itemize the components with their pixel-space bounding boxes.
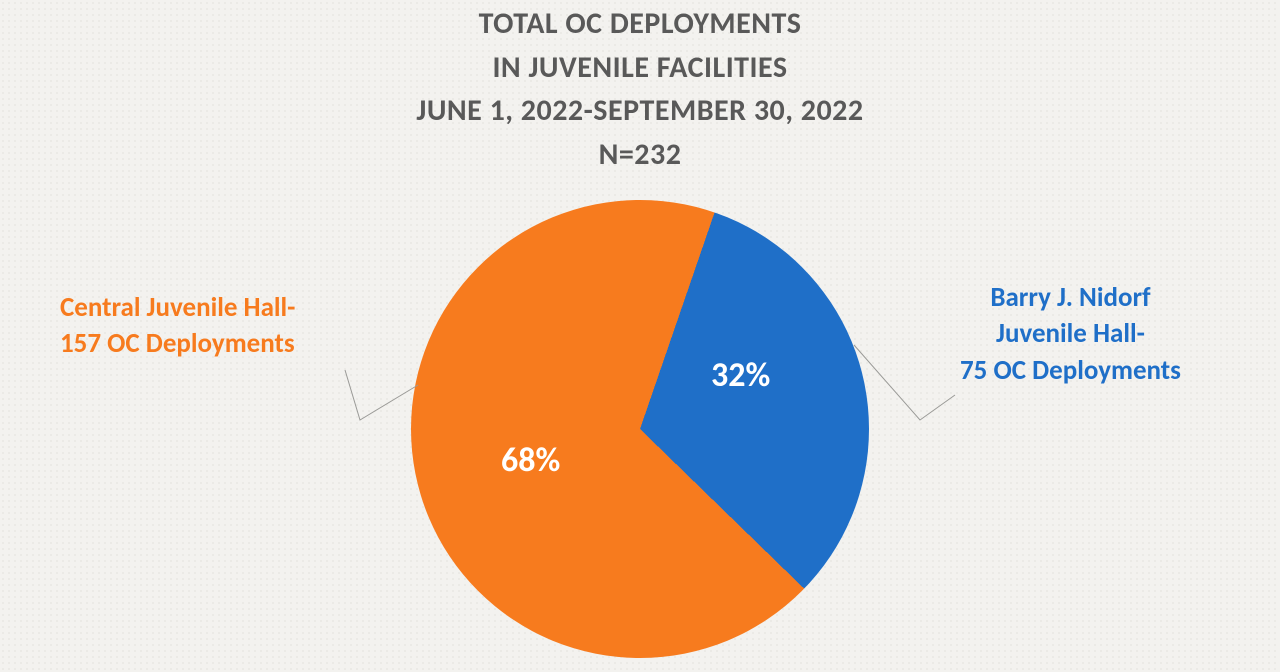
- callout-central-juvenile-hall: Central Juvenile Hall- 157 OC Deployment…: [60, 290, 295, 363]
- callout-line: Juvenile Hall-: [960, 316, 1181, 352]
- title-line-4: N=232: [0, 133, 1280, 177]
- chart-title: TOTAL OC DEPLOYMENTS IN JUVENILE FACILIT…: [0, 0, 1280, 176]
- pie-chart: 32% 68%: [411, 200, 869, 658]
- callout-barry-nidorf: Barry J. Nidorf Juvenile Hall- 75 OC Dep…: [960, 280, 1181, 389]
- callout-line: Central Juvenile Hall-: [60, 290, 295, 326]
- title-line-3: JUNE 1, 2022-SEPTEMBER 30, 2022: [0, 89, 1280, 133]
- pie-circle: [411, 200, 869, 658]
- pie-chart-area: 32% 68% Central Juvenile Hall- 157 OC De…: [0, 200, 1280, 670]
- title-line-2: IN JUVENILE FACILITIES: [0, 46, 1280, 90]
- callout-line: 157 OC Deployments: [60, 326, 295, 362]
- slice-percent-orange: 68%: [501, 440, 560, 481]
- callout-line: Barry J. Nidorf: [960, 280, 1181, 316]
- slice-percent-blue: 32%: [711, 355, 770, 396]
- title-line-1: TOTAL OC DEPLOYMENTS: [0, 2, 1280, 46]
- callout-line: 75 OC Deployments: [960, 353, 1181, 389]
